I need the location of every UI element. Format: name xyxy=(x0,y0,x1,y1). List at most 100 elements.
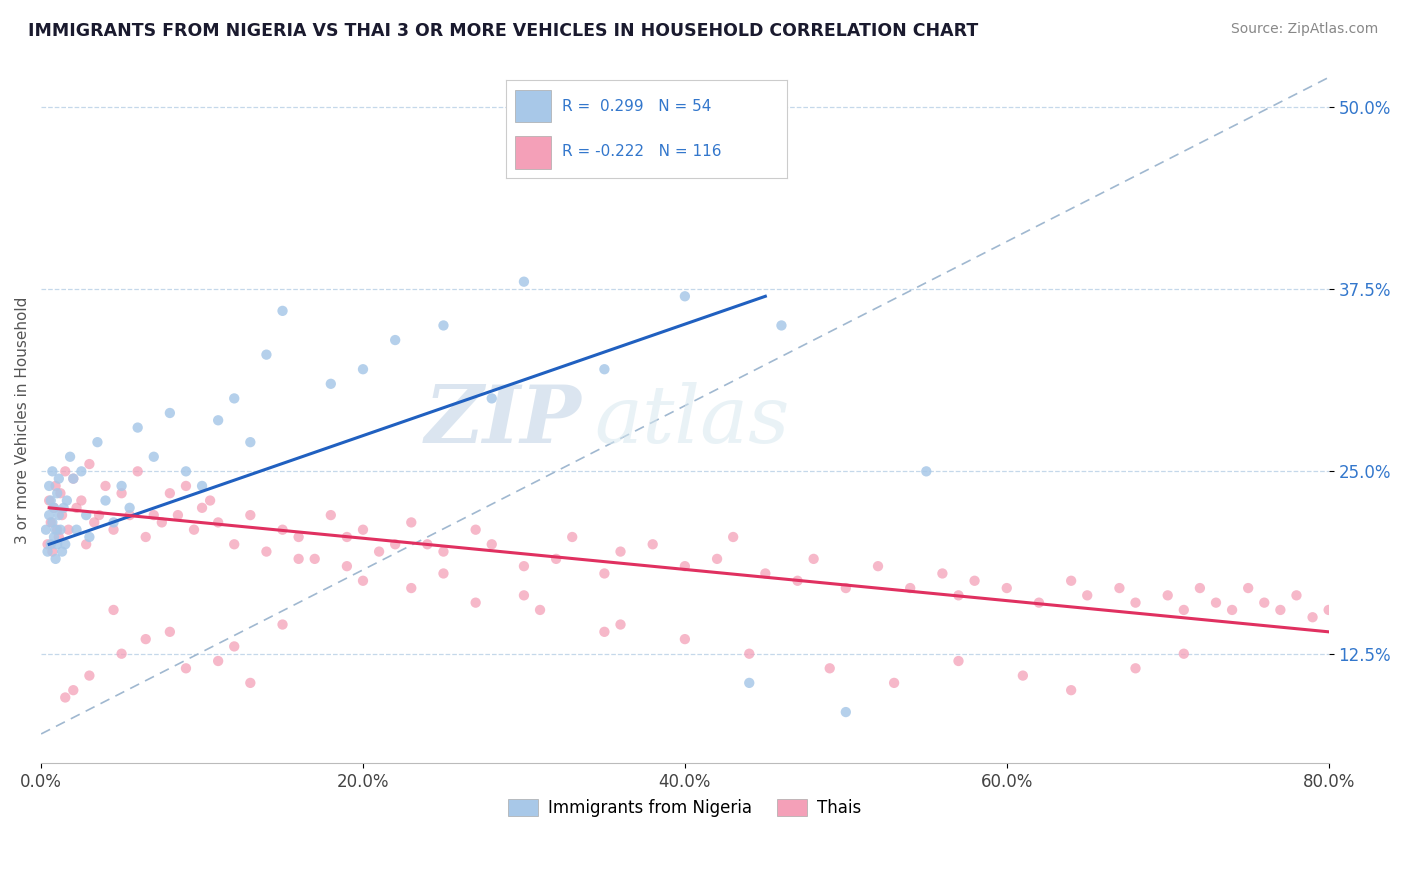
Point xyxy=(1205,596,1227,610)
Point xyxy=(159,486,181,500)
Point xyxy=(46,523,69,537)
Point xyxy=(738,676,761,690)
Point xyxy=(48,472,70,486)
Point xyxy=(41,464,63,478)
Point xyxy=(174,479,197,493)
Point xyxy=(352,574,374,588)
Point xyxy=(803,552,825,566)
Point xyxy=(39,516,62,530)
Point xyxy=(254,544,277,558)
Point xyxy=(609,617,631,632)
Point xyxy=(38,493,60,508)
Point xyxy=(159,624,181,639)
Point xyxy=(738,647,761,661)
Point xyxy=(401,516,423,530)
Point xyxy=(931,566,953,581)
Point xyxy=(75,508,97,522)
Point xyxy=(65,500,87,515)
Point xyxy=(898,581,921,595)
Point xyxy=(39,537,62,551)
Point xyxy=(1173,647,1195,661)
Point xyxy=(1125,661,1147,675)
Point xyxy=(641,537,664,551)
Point xyxy=(706,552,728,566)
Point xyxy=(86,435,108,450)
Point xyxy=(352,523,374,537)
Point xyxy=(866,559,889,574)
Point xyxy=(135,632,157,647)
Point xyxy=(183,523,205,537)
Point xyxy=(239,508,262,522)
Point xyxy=(336,559,359,574)
Point xyxy=(561,530,583,544)
Point xyxy=(53,690,76,705)
Point xyxy=(62,472,84,486)
Point xyxy=(673,559,696,574)
Point xyxy=(65,523,87,537)
Point xyxy=(224,537,246,551)
Point xyxy=(142,508,165,522)
Point xyxy=(75,537,97,551)
Point xyxy=(38,508,60,522)
Point xyxy=(529,603,551,617)
Point xyxy=(1253,596,1275,610)
Point xyxy=(835,581,858,595)
Point xyxy=(48,508,70,522)
Point xyxy=(37,544,59,558)
Point xyxy=(45,523,67,537)
Point xyxy=(239,435,262,450)
Point xyxy=(127,420,149,434)
Point xyxy=(110,486,132,500)
Point xyxy=(1237,581,1260,595)
Point xyxy=(51,508,73,522)
Point xyxy=(835,705,858,719)
Point xyxy=(35,523,58,537)
Point xyxy=(319,376,342,391)
Point xyxy=(224,392,246,406)
Point xyxy=(786,574,808,588)
Point xyxy=(915,464,938,478)
Point xyxy=(142,450,165,464)
Text: IMMIGRANTS FROM NIGERIA VS THAI 3 OR MORE VEHICLES IN HOUSEHOLD CORRELATION CHAR: IMMIGRANTS FROM NIGERIA VS THAI 3 OR MOR… xyxy=(28,22,979,40)
Point xyxy=(79,457,101,471)
Point xyxy=(271,523,294,537)
Point xyxy=(38,479,60,493)
Point xyxy=(53,537,76,551)
Point xyxy=(1157,588,1180,602)
Point xyxy=(995,581,1018,595)
Point xyxy=(1108,581,1130,595)
Point xyxy=(42,500,65,515)
Point xyxy=(207,516,229,530)
Point xyxy=(207,413,229,427)
Point xyxy=(94,479,117,493)
FancyBboxPatch shape xyxy=(515,136,551,169)
Point xyxy=(39,493,62,508)
Point xyxy=(464,596,486,610)
Point xyxy=(103,603,125,617)
Point xyxy=(432,566,454,581)
Point xyxy=(110,479,132,493)
Point xyxy=(83,516,105,530)
Point xyxy=(1076,588,1098,602)
Point xyxy=(416,537,439,551)
Point xyxy=(352,362,374,376)
Point xyxy=(87,508,110,522)
Point xyxy=(79,668,101,682)
Point xyxy=(70,493,93,508)
Point xyxy=(49,523,72,537)
Point xyxy=(432,318,454,333)
Point xyxy=(41,516,63,530)
Point xyxy=(118,508,141,522)
Point xyxy=(174,661,197,675)
Point xyxy=(103,516,125,530)
Point xyxy=(384,333,406,347)
Point xyxy=(46,486,69,500)
Point xyxy=(42,500,65,515)
Point xyxy=(319,508,342,522)
Text: atlas: atlas xyxy=(595,382,790,459)
Point xyxy=(51,544,73,558)
Point xyxy=(368,544,391,558)
Point xyxy=(546,552,568,566)
Point xyxy=(963,574,986,588)
Point xyxy=(1173,603,1195,617)
